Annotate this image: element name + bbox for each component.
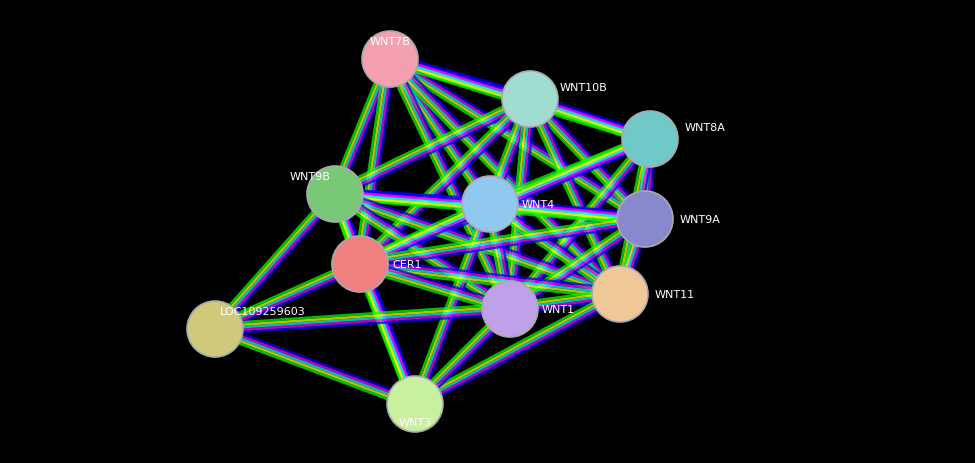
Text: LOC109259603: LOC109259603 xyxy=(220,307,306,316)
Text: WNT9A: WNT9A xyxy=(680,214,721,225)
Text: CER1: CER1 xyxy=(392,259,421,269)
Text: WNT4: WNT4 xyxy=(522,200,555,210)
Text: WNT7B: WNT7B xyxy=(370,37,410,47)
Ellipse shape xyxy=(622,112,678,168)
Text: WNT1: WNT1 xyxy=(542,304,575,314)
Text: WNT10B: WNT10B xyxy=(560,83,607,93)
Ellipse shape xyxy=(592,266,648,322)
Text: WNT8A: WNT8A xyxy=(685,123,725,133)
Text: WNT3: WNT3 xyxy=(399,417,432,427)
Text: WNT9B: WNT9B xyxy=(290,172,330,181)
Ellipse shape xyxy=(617,192,673,247)
Ellipse shape xyxy=(502,72,558,128)
Ellipse shape xyxy=(387,376,443,432)
Ellipse shape xyxy=(462,176,518,232)
Ellipse shape xyxy=(332,237,388,292)
Ellipse shape xyxy=(482,282,538,337)
Ellipse shape xyxy=(362,32,418,88)
Ellipse shape xyxy=(187,301,243,357)
Ellipse shape xyxy=(307,167,363,223)
Text: WNT11: WNT11 xyxy=(655,289,695,300)
